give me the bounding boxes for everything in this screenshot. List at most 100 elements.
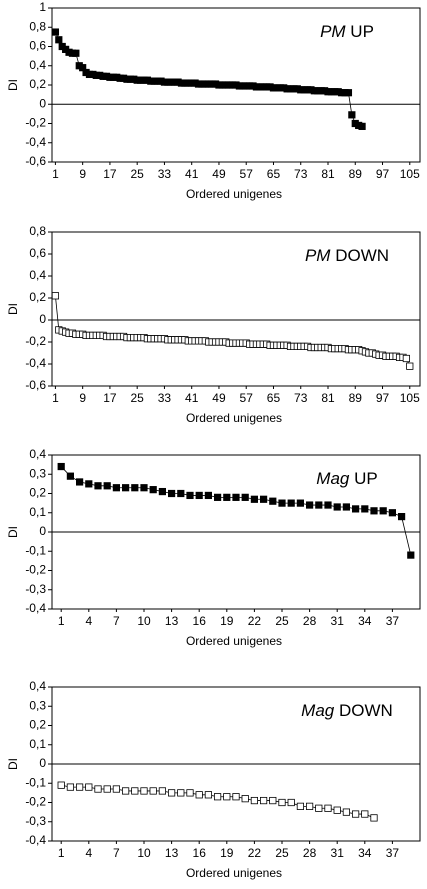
marker xyxy=(76,783,84,791)
y-tick-label: 0 xyxy=(39,524,46,538)
x-tick-label: 89 xyxy=(349,391,363,405)
marker xyxy=(269,796,277,805)
y-tick-label: -0,2 xyxy=(25,795,46,809)
marker xyxy=(223,493,231,501)
marker xyxy=(406,362,414,370)
x-tick-label: 33 xyxy=(158,167,172,181)
y-tick-label: -0,2 xyxy=(25,563,46,577)
x-tick-label: 49 xyxy=(212,391,226,405)
plot-frame xyxy=(51,231,421,387)
y-tick-label: -0,3 xyxy=(25,814,46,828)
marker xyxy=(51,28,60,36)
y-tick-label: 0,2 xyxy=(29,718,46,732)
marker xyxy=(131,484,139,492)
marker xyxy=(167,489,176,498)
x-tick-label: 22 xyxy=(248,614,262,628)
marker xyxy=(122,787,130,795)
x-tick-label: 25 xyxy=(275,614,289,628)
marker xyxy=(140,787,148,795)
y-axis-label: DI xyxy=(6,526,20,538)
x-tick-label: 17 xyxy=(103,167,117,181)
marker xyxy=(72,49,80,57)
marker xyxy=(158,787,166,795)
marker xyxy=(131,787,139,795)
marker xyxy=(204,491,212,500)
marker xyxy=(305,802,314,810)
marker xyxy=(186,491,194,500)
marker xyxy=(85,783,93,791)
x-tick-label: 57 xyxy=(240,391,254,405)
x-tick-label: 19 xyxy=(220,614,234,628)
x-tick-label: 73 xyxy=(294,391,308,405)
marker xyxy=(287,499,295,507)
x-tick-label: 1 xyxy=(52,167,59,181)
y-axis-label: DI xyxy=(6,79,20,91)
x-tick-label: 28 xyxy=(303,614,317,628)
marker xyxy=(112,785,120,793)
x-tick-label: 31 xyxy=(331,614,345,628)
marker xyxy=(315,501,323,509)
x-tick-label: 65 xyxy=(267,167,281,181)
y-tick-label: 0 xyxy=(39,96,46,110)
chart-title: Mag UP xyxy=(316,469,377,488)
marker xyxy=(94,785,102,793)
y-tick-label: -0,4 xyxy=(25,601,46,615)
marker xyxy=(278,798,286,807)
marker xyxy=(232,493,240,501)
y-tick-label: 0,2 xyxy=(29,290,46,304)
x-tick-label: 16 xyxy=(193,846,207,860)
x-tick-label: 41 xyxy=(185,167,199,181)
marker xyxy=(278,499,286,507)
y-tick-label: 0,4 xyxy=(29,268,46,282)
marker xyxy=(324,804,332,812)
marker xyxy=(241,493,249,501)
title-text: DOWN xyxy=(335,246,389,265)
x-tick-label: 57 xyxy=(240,167,254,181)
x-tick-label: 34 xyxy=(358,846,372,860)
chart-title: Mag DOWN xyxy=(301,701,393,720)
marker xyxy=(213,493,222,501)
x-axis-label: Ordered unigenes xyxy=(186,634,282,648)
marker xyxy=(149,486,157,494)
x-tick-label: 28 xyxy=(303,846,317,860)
x-tick-label: 7 xyxy=(113,846,120,860)
marker xyxy=(370,814,378,822)
series-line xyxy=(55,295,411,367)
marker xyxy=(66,472,74,480)
chart-title: PM UP xyxy=(320,22,374,41)
x-tick-label: 1 xyxy=(52,391,59,405)
y-tick-label: -0,2 xyxy=(25,116,46,130)
marker xyxy=(66,783,74,791)
marker xyxy=(397,513,406,521)
y-tick-label: -0,4 xyxy=(25,356,46,370)
marker xyxy=(259,796,268,805)
marker xyxy=(103,785,111,793)
marker xyxy=(94,482,102,490)
marker xyxy=(287,798,295,807)
marker xyxy=(213,793,222,801)
y-tick-label: -0,2 xyxy=(25,334,46,348)
x-tick-label: 10 xyxy=(137,846,151,860)
y-axis-label: DI xyxy=(6,303,20,315)
y-tick-label: 0 xyxy=(39,312,46,326)
y-tick-label: -0,4 xyxy=(25,135,46,149)
x-tick-label: 97 xyxy=(376,167,390,181)
marker xyxy=(177,789,185,797)
y-tick-label: 0,6 xyxy=(29,39,46,53)
marker xyxy=(259,495,268,503)
x-tick-label: 1 xyxy=(58,846,65,860)
y-tick-label: -0,1 xyxy=(25,775,46,789)
x-tick-label: 7 xyxy=(113,614,120,628)
marker xyxy=(342,808,351,816)
y-tick-label: 0,2 xyxy=(29,77,46,91)
title-italic: Mag xyxy=(316,469,350,488)
y-tick-label: 0,4 xyxy=(29,58,46,72)
title-italic: Mag xyxy=(301,701,335,720)
title-text: UP xyxy=(354,469,378,488)
marker xyxy=(140,484,148,492)
x-tick-label: 105 xyxy=(400,167,420,181)
marker xyxy=(351,810,360,818)
y-tick-label: -0,1 xyxy=(25,543,46,557)
x-tick-label: 49 xyxy=(212,167,226,181)
x-tick-label: 31 xyxy=(331,846,345,860)
